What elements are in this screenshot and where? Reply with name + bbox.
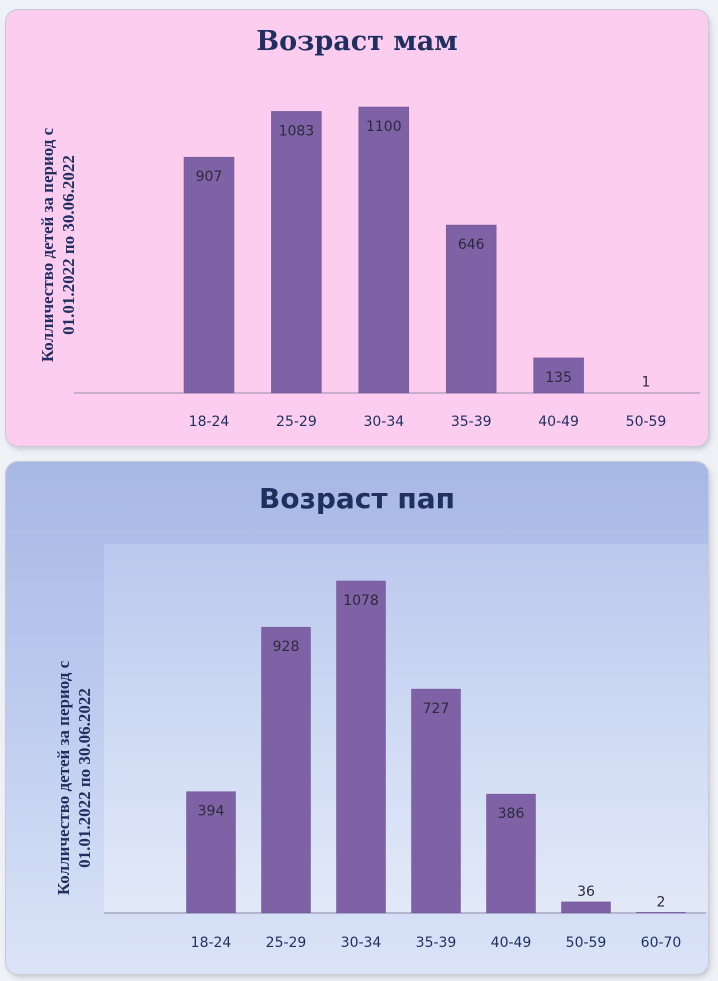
mom-chart-title: Возраст мам bbox=[256, 26, 458, 57]
dad-tick-label-40-49: 40-49 bbox=[491, 935, 532, 951]
mom-bar-35-39 bbox=[445, 224, 497, 394]
mom-bar-18-24 bbox=[183, 156, 235, 394]
mom-bar-40-49 bbox=[533, 357, 584, 394]
dad-tick-label-25-29: 25-29 bbox=[266, 935, 307, 951]
mom-age-chart-panel: Возраст мам Колличество детей за период … bbox=[6, 10, 708, 446]
dad-value-label-25-29: 928 bbox=[273, 639, 300, 655]
dad-value-label-35-39: 727 bbox=[423, 701, 450, 717]
dad-bar-18-24 bbox=[186, 791, 236, 914]
mom-tick-label-30-34: 30-34 bbox=[363, 414, 404, 430]
dad-value-label-30-34: 1078 bbox=[343, 593, 379, 609]
dad-bar-60-70 bbox=[636, 912, 686, 914]
dad-value-label-40-49: 386 bbox=[498, 806, 525, 822]
dad-value-label-50-59: 36 bbox=[577, 884, 595, 900]
dad-bar-35-39 bbox=[411, 688, 461, 914]
mom-tick-label-40-49: 40-49 bbox=[538, 414, 579, 430]
mom-tick-label-35-39: 35-39 bbox=[451, 414, 492, 430]
mom-tick-label-18-24: 18-24 bbox=[189, 414, 230, 430]
dad-bar-25-29 bbox=[261, 626, 311, 914]
dad-bar-50-59 bbox=[561, 901, 611, 914]
mom-value-label-35-39: 646 bbox=[458, 237, 485, 253]
dad-tick-label-60-70: 60-70 bbox=[641, 935, 682, 951]
dad-tick-label-50-59: 50-59 bbox=[566, 935, 607, 951]
dad-tick-label-35-39: 35-39 bbox=[416, 935, 457, 951]
dad-bar-40-49 bbox=[486, 793, 536, 914]
mom-value-label-40-49: 135 bbox=[545, 370, 572, 386]
dad-value-label-60-70: 2 bbox=[657, 894, 666, 910]
dad-tick-label-18-24: 18-24 bbox=[191, 935, 232, 951]
dad-value-label-18-24: 394 bbox=[198, 804, 225, 820]
mom-bar-30-34 bbox=[358, 106, 410, 394]
mom-value-label-50-59: 1 bbox=[642, 375, 651, 391]
mom-value-label-18-24: 907 bbox=[196, 169, 223, 185]
dad-chart-title: Возраст пап bbox=[259, 482, 455, 515]
mom-bar-25-29 bbox=[271, 111, 322, 394]
mom-tick-label-25-29: 25-29 bbox=[276, 414, 317, 430]
mom-value-label-25-29: 1083 bbox=[279, 123, 315, 139]
dad-age-bar-chart: 394 18-24 928 25-29 1078 30-34 727 35-39 386 40-4… bbox=[104, 580, 706, 951]
mom-tick-label-50-59: 50-59 bbox=[626, 414, 667, 430]
mom-value-label-30-34: 1100 bbox=[366, 119, 402, 135]
dad-age-chart-panel: Возраст пап Колличество детей за период … bbox=[6, 462, 708, 974]
dad-tick-label-30-34: 30-34 bbox=[341, 935, 382, 951]
dad-bar-30-34 bbox=[336, 580, 386, 914]
mom-age-bar-chart: 907 18-24 1083 25-29 1100 30-34 646 35-39 135 40-… bbox=[74, 106, 700, 430]
